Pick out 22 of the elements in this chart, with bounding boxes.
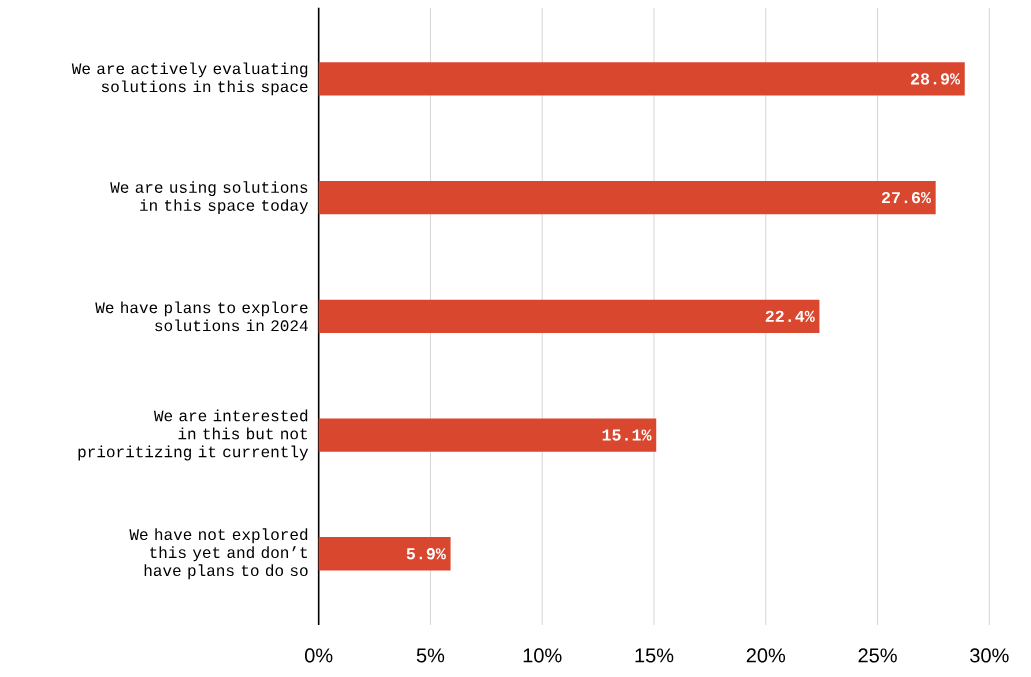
y-tick-label: We are interested in this but not prioritizing it currently: [78, 409, 309, 461]
data-label: 5.9%: [406, 548, 446, 560]
data-label: 15.1%: [602, 429, 652, 441]
x-tick-label: 30%: [970, 648, 1009, 663]
data-label: 27.6%: [881, 191, 931, 204]
bar: [318, 180, 936, 215]
x-tick-label: 0%: [304, 648, 333, 663]
data-label: 28.9%: [911, 73, 961, 85]
bar: [318, 537, 451, 571]
x-tick-label: 5%: [416, 648, 445, 663]
x-tick-label: 15%: [635, 648, 674, 663]
bar: [318, 62, 965, 96]
x-tick-label: 25%: [858, 648, 897, 663]
x-tick-label: 10%: [523, 648, 562, 663]
x-tick-label: 20%: [746, 648, 786, 663]
bar: [318, 299, 820, 333]
y-tick-label: We are using solutions in this space today: [110, 181, 309, 215]
y-tick-label: We have not explored this yet and don’t have plans to do so: [129, 528, 308, 580]
bar: [318, 418, 657, 452]
y-tick-label: We are actively evaluating solutions in this space: [71, 62, 308, 96]
data-label: 22.4%: [765, 310, 815, 322]
y-tick-label: We have plans to explore solutions in 2024: [95, 301, 308, 332]
